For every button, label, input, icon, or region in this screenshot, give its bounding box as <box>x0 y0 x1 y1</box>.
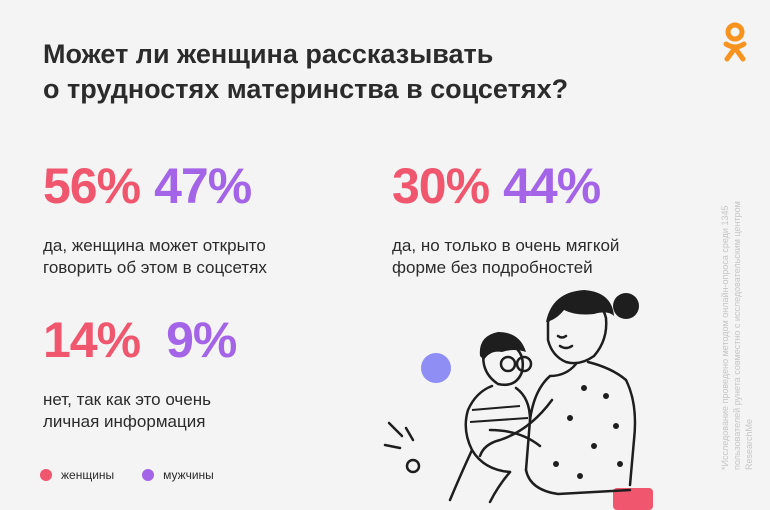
legend: женщины мужчины <box>40 468 242 482</box>
stat-description-line-2: личная информация <box>43 412 206 431</box>
footnote-line-2: пользователей рунета совместно с исследо… <box>732 201 742 470</box>
legend-item-men: мужчины <box>142 468 214 482</box>
page-title: Может ли женщина рассказывать о трудност… <box>43 37 663 107</box>
footnote-line-3: ResearchMe <box>744 418 754 470</box>
stat-soft: 30% 44% да, но только в очень мягкой форм… <box>392 160 619 279</box>
stat-men-value: 44% <box>503 158 601 214</box>
stat-private: 14% 9% нет, так как это очень личная инфо… <box>43 312 237 433</box>
stat-description-line-2: форме без подробностей <box>392 258 593 277</box>
title-line-2: о трудностях материнства в соцсетях? <box>43 74 569 104</box>
stat-description-line-1: да, но только в очень мягкой <box>392 236 620 255</box>
footnote: *Исследование проведено методом онлайн-о… <box>719 170 759 470</box>
men-dot-icon <box>142 469 155 481</box>
stat-women-value: 30% <box>392 158 490 214</box>
stat-description: нет, так как это очень личная информация <box>43 389 236 433</box>
footnote-line-1: *Исследование проведено методом онлайн-о… <box>720 205 730 471</box>
title-line-1: Может ли женщина рассказывать <box>43 39 494 69</box>
stat-open: 56% 47% да, женщина может открыто говорит… <box>43 160 267 279</box>
stat-men-value: 47% <box>154 158 252 214</box>
legend-label-men: мужчины <box>163 468 214 482</box>
stat-description: да, но только в очень мягкой форме без п… <box>392 235 619 279</box>
mother-child-illustration <box>383 290 653 510</box>
women-dot-icon <box>40 469 52 481</box>
stat-women-value: 56% <box>43 158 141 214</box>
stat-women-value: 14% <box>43 312 141 368</box>
stat-description-line-1: да, женщина может открыто <box>43 236 266 255</box>
legend-label-women: женщины <box>61 468 115 482</box>
stat-men-value: 9% <box>166 312 237 368</box>
stat-description-line-1: нет, так как это очень <box>43 390 211 409</box>
stat-description: да, женщина может открыто говорить об эт… <box>43 235 267 279</box>
legend-item-women: женщины <box>40 468 114 482</box>
ok-logo-icon <box>723 22 747 62</box>
stat-description-line-2: говорить об этом в соцсетях <box>43 258 267 277</box>
